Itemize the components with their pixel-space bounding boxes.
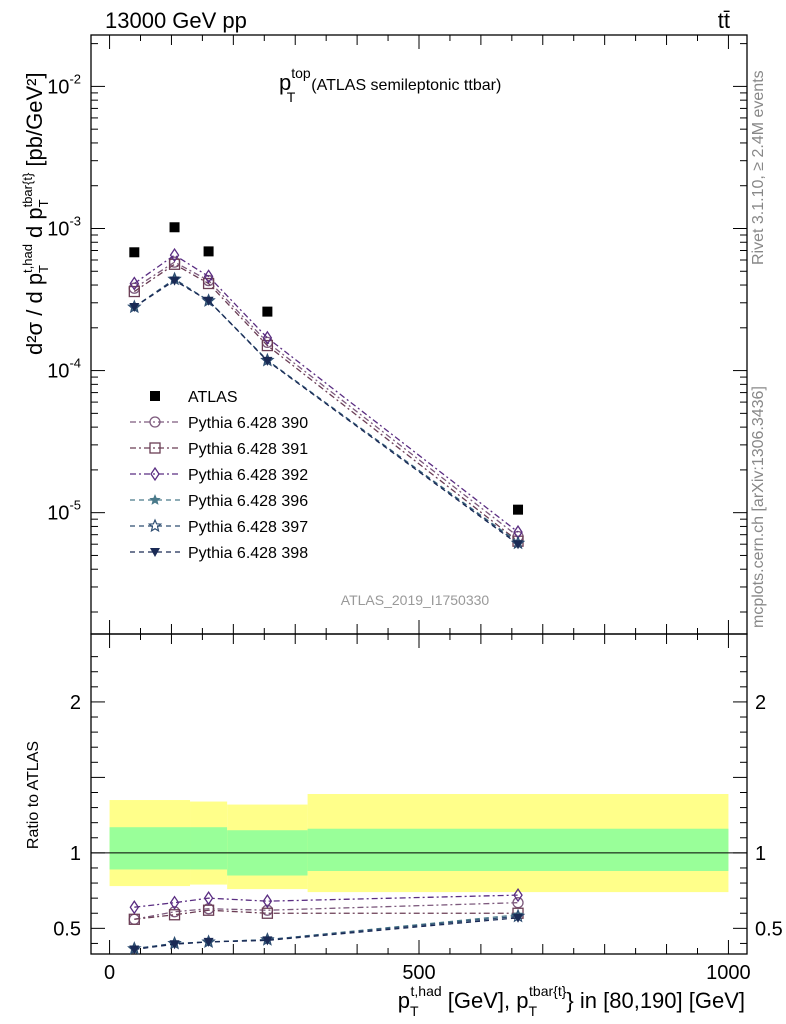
ratio-y-tick-label-left: 0.5 [53, 918, 81, 940]
main-y-tick-label: 10-3 [47, 213, 81, 240]
ratio-band-green-1 [190, 827, 228, 870]
main-point-2 [168, 258, 181, 270]
main-point-6 [129, 303, 140, 313]
ratio-series-line-4 [134, 915, 519, 950]
header-left: 13000 GeV pp [105, 8, 247, 33]
y-axis-label-ratio: Ratio to ATLAS [25, 741, 42, 849]
analysis-id: ATLAS_2019_I1750330 [341, 592, 490, 608]
ratio-series-line-1 [134, 909, 519, 920]
ratio-point-5 [513, 913, 524, 923]
main-point-2 [128, 285, 140, 298]
legend-marker-2 [149, 442, 161, 454]
ratio-point-2 [513, 887, 523, 903]
main-y-tick-label-exp: -2 [69, 71, 81, 86]
side-label-mcplots: mcplots.cern.ch [arXiv:1306.3436] [750, 386, 767, 628]
main-point-0 [169, 222, 180, 233]
legend-marker-0 [150, 391, 160, 401]
main-point-3 [129, 276, 140, 291]
main-y-tick-label-base: 10 [47, 361, 69, 383]
legend-label-1: Pythia 6.428 390 [188, 415, 308, 432]
main-y-tick-label-base: 10 [47, 76, 69, 98]
plot-title-main: p [279, 70, 291, 95]
main-point-6 [203, 296, 214, 306]
ratio-series-line-2 [134, 894, 519, 908]
main-point-6 [262, 356, 273, 366]
ratio-band-green-3 [307, 828, 729, 871]
ratio-y-tick-label-left: 2 [70, 692, 81, 714]
ratio-y-tick-label-right: 1 [755, 843, 766, 865]
legend-label-5: Pythia 6.428 397 [188, 519, 308, 536]
main-y-tick-label-exp: -5 [69, 498, 81, 513]
main-series-line-1 [133, 261, 519, 537]
legend-marker-6 [150, 548, 160, 557]
x-axis-label: pTt,had [GeV], pTtbar{t}} in [80,190] [G… [398, 983, 745, 1019]
plot-title: ptop T (ATLAS semileptonic ttbar) [279, 65, 501, 105]
main-point-2 [202, 277, 215, 290]
main-point-0 [513, 504, 524, 515]
legend-marker-5 [147, 518, 163, 533]
ratio-x-tick-label: 1000 [706, 962, 751, 984]
ratio-series-line-0 [134, 902, 519, 920]
main-point-0 [203, 246, 214, 257]
ratio-y-tick-label-right: 0.5 [755, 918, 783, 940]
main-y-tick-label: 10-4 [47, 356, 81, 383]
legend-label-6: Pythia 6.428 398 [188, 545, 308, 562]
legend: ATLAS Pythia 6.428 390 Pythia 6.428 391 Pyt… [130, 389, 308, 562]
main-y-tick-label-base: 10 [47, 218, 69, 240]
ratio-y-tick-label-left: 1 [70, 843, 81, 865]
ratio-x-tick-label: 0 [104, 962, 115, 984]
legend-label-3: Pythia 6.428 392 [188, 467, 308, 484]
y-axis-label-main: d²σ / d pTt,had d pTtbar{t} [pb/GeV²] [20, 72, 51, 355]
plot-title-suffix: (ATLAS semileptonic ttbar) [311, 77, 501, 94]
main-y-tick-label-exp: -3 [69, 213, 81, 228]
main-point-2 [261, 339, 274, 352]
ratio-band-green-0 [109, 827, 191, 870]
ratio-point-5 [169, 940, 180, 950]
ratio-point-5 [129, 945, 140, 955]
ratio-point-2 [203, 890, 214, 906]
plot-title-sub: T [287, 89, 296, 105]
side-label-rivet: Rivet 3.1.10, ≥ 2.4M events [750, 70, 767, 265]
main-point-6 [513, 540, 524, 550]
main-panel: 10-510-410-310-2 [47, 34, 748, 635]
legend-marker-1 [149, 416, 161, 428]
ratio-x-tick-label: 500 [402, 962, 435, 984]
main-point-3 [169, 247, 180, 263]
ratio-point-5 [203, 937, 214, 947]
main-y-tick-label: 10-5 [47, 498, 81, 525]
main-y-tick-label-exp: -4 [69, 356, 81, 371]
header-right: tt̄ [718, 8, 730, 33]
ratio-point-2 [262, 893, 273, 909]
main-y-tick-label: 10-2 [47, 71, 81, 98]
main-point-3 [262, 330, 273, 346]
legend-label-0: ATLAS [188, 389, 238, 406]
main-point-0 [262, 306, 273, 317]
legend-marker-3 [150, 466, 160, 482]
ratio-point-5 [262, 936, 273, 946]
main-y-tick-label-base: 10 [47, 503, 69, 525]
plot-title-sup: top [291, 65, 311, 81]
ratio-y-tick-label-right: 2 [755, 692, 766, 714]
legend-marker-4 [149, 494, 161, 505]
main-point-3 [203, 269, 214, 284]
ratio-point-2 [169, 895, 180, 910]
main-point-6 [169, 276, 180, 286]
ratio-point-2 [129, 900, 140, 915]
legend-label-4: Pythia 6.428 396 [188, 493, 308, 510]
main-point-0 [129, 247, 140, 258]
legend-label-2: Pythia 6.428 391 [188, 441, 308, 458]
main-series-line-3 [133, 254, 519, 533]
